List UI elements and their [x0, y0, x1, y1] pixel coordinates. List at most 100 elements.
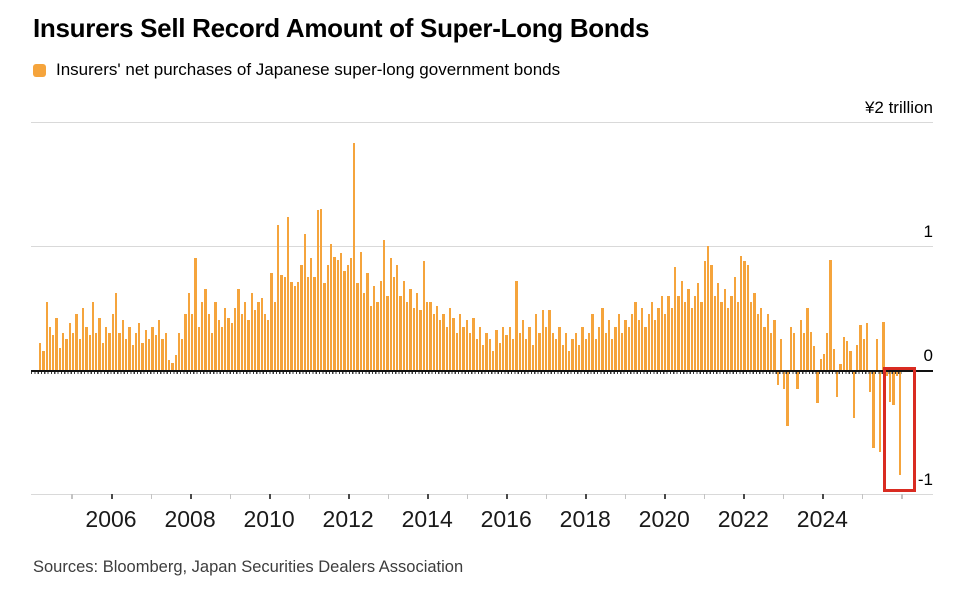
x-axis-label-2012: 2012 [322, 506, 374, 532]
x-tick-2020 [664, 494, 666, 499]
bar [548, 310, 551, 370]
bar [55, 317, 58, 370]
bar [766, 314, 769, 370]
bar [435, 305, 439, 370]
x-tick-2006 [111, 494, 113, 499]
bar [310, 258, 313, 370]
bar [422, 260, 425, 370]
bar [743, 260, 746, 370]
bar [769, 332, 773, 370]
bar [793, 332, 796, 370]
bar [687, 289, 690, 370]
bar [756, 314, 759, 370]
bar [581, 326, 584, 370]
bar [336, 259, 339, 370]
bar [535, 314, 538, 370]
bar [515, 280, 518, 370]
legend-swatch-icon [33, 63, 46, 77]
bar [313, 277, 316, 370]
bar [167, 360, 171, 370]
bar [842, 336, 845, 370]
bar [329, 243, 333, 370]
bar [630, 314, 634, 370]
bar [277, 224, 280, 370]
bar [154, 335, 157, 370]
x-axis-label-2018: 2018 [559, 506, 611, 532]
bar [280, 274, 283, 370]
bar [181, 339, 184, 370]
bar [574, 332, 578, 370]
bar [118, 332, 121, 370]
x-axis-label-2008: 2008 [164, 506, 216, 532]
bar [786, 370, 789, 426]
x-tick-2019 [624, 494, 627, 499]
bar [323, 283, 326, 370]
bar [316, 210, 320, 370]
bar [48, 326, 52, 370]
bar [571, 339, 574, 370]
bar [621, 332, 624, 370]
bar [253, 310, 257, 370]
gridline-y-1 [31, 494, 933, 495]
bar [68, 322, 71, 370]
bar [561, 345, 564, 370]
bar [740, 255, 743, 370]
x-tick-2014 [427, 494, 429, 499]
x-tick-2011 [308, 494, 311, 499]
x-axis-label-2022: 2022 [717, 506, 769, 532]
bar [124, 339, 128, 370]
bar [402, 280, 406, 370]
bar [462, 326, 465, 370]
bar [429, 301, 432, 370]
bar [177, 332, 181, 370]
bar [654, 320, 657, 370]
x-tick-2021 [703, 494, 706, 499]
bar [283, 277, 286, 370]
x-tick-2016 [506, 494, 508, 499]
bar [845, 341, 849, 370]
bar [333, 257, 336, 370]
y-axis-label--1: -1 [917, 470, 933, 489]
bar [105, 326, 108, 370]
bar [882, 321, 885, 370]
x-tick-2025 [861, 494, 864, 499]
bar [217, 320, 220, 370]
bar [475, 339, 478, 370]
bar [42, 351, 45, 370]
bar [690, 308, 693, 370]
bar [667, 295, 670, 370]
bar [243, 301, 247, 370]
bar [210, 332, 214, 370]
source-note: Sources: Bloomberg, Japan Securities Dea… [33, 558, 464, 576]
bar [568, 351, 571, 370]
bar [640, 308, 644, 370]
bar [174, 355, 177, 370]
bar [650, 301, 654, 370]
x-tick-2005 [71, 494, 74, 499]
x-tick-2013 [387, 494, 390, 499]
bar [607, 320, 611, 370]
bar [670, 308, 673, 370]
bar [257, 301, 260, 370]
y-axis-label-2: ¥2 trillion [864, 98, 933, 117]
x-axis-label-2024: 2024 [796, 506, 848, 532]
bar [379, 280, 382, 370]
bar [478, 326, 482, 370]
bar [753, 293, 756, 370]
bar [114, 293, 118, 370]
x-axis-label-2006: 2006 [85, 506, 137, 532]
x-axis-label-2010: 2010 [243, 506, 295, 532]
bar [293, 285, 296, 370]
bar [492, 351, 495, 370]
bar [541, 310, 544, 370]
bar [554, 339, 558, 370]
gridline-y2 [31, 122, 933, 123]
bar [273, 301, 277, 370]
bar [697, 283, 700, 370]
bar [455, 332, 458, 370]
bar [862, 339, 865, 370]
bar [220, 326, 224, 370]
bar [465, 320, 468, 370]
x-tick-2007 [150, 494, 153, 499]
